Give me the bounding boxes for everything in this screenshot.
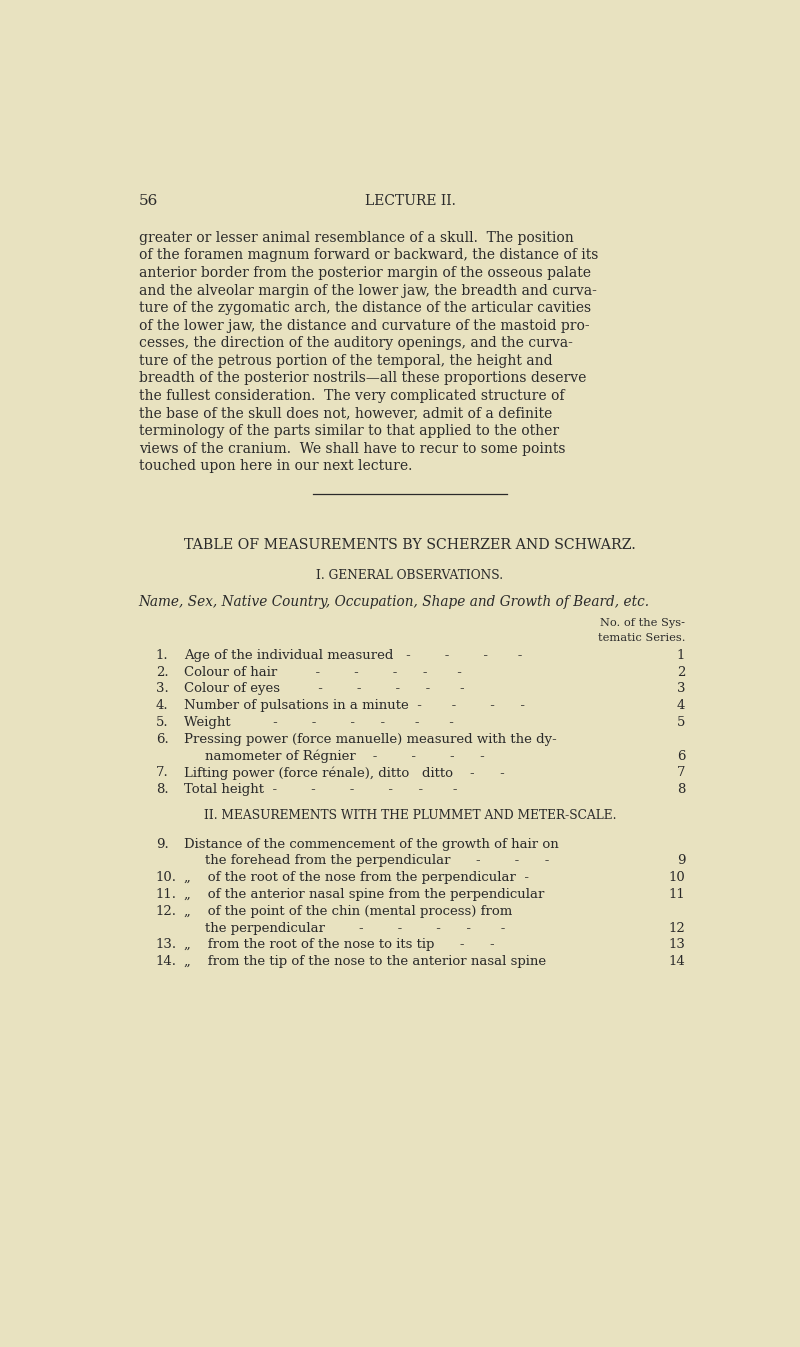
Text: TABLE OF MEASUREMENTS BY SCHERZER AND SCHWARZ.: TABLE OF MEASUREMENTS BY SCHERZER AND SC… xyxy=(184,539,636,552)
Text: anterior border from the posterior margin of the osseous palate: anterior border from the posterior margi… xyxy=(138,267,590,280)
Text: 14.: 14. xyxy=(156,955,177,968)
Text: tematic Series.: tematic Series. xyxy=(598,633,685,643)
Text: ture of the petrous portion of the temporal, the height and: ture of the petrous portion of the tempo… xyxy=(138,354,552,368)
Text: Age of the individual measured   -        -        -       -: Age of the individual measured - - - - xyxy=(184,649,522,661)
Text: „    of the point of the chin (mental process) from: „ of the point of the chin (mental proce… xyxy=(184,905,512,917)
Text: ture of the zygomatic arch, the distance of the articular cavities: ture of the zygomatic arch, the distance… xyxy=(138,302,591,315)
Text: I. GENERAL OBSERVATIONS.: I. GENERAL OBSERVATIONS. xyxy=(317,570,503,582)
Text: terminology of the parts similar to that applied to the other: terminology of the parts similar to that… xyxy=(138,424,559,438)
Text: 8: 8 xyxy=(677,783,685,796)
Text: the base of the skull does not, however, admit of a definite: the base of the skull does not, however,… xyxy=(138,407,552,420)
Text: Number of pulsations in a minute  -       -        -      -: Number of pulsations in a minute - - - - xyxy=(184,699,525,713)
Text: 6.: 6. xyxy=(156,733,169,746)
Text: Total height  -        -        -        -      -       -: Total height - - - - - - xyxy=(184,783,458,796)
Text: 56: 56 xyxy=(138,194,158,207)
Text: 4: 4 xyxy=(677,699,685,713)
Text: 7: 7 xyxy=(677,766,685,780)
Text: breadth of the posterior nostrils—all these proportions deserve: breadth of the posterior nostrils—all th… xyxy=(138,372,586,385)
Text: of the foramen magnum forward or backward, the distance of its: of the foramen magnum forward or backwar… xyxy=(138,248,598,263)
Text: Pressing power (force manuelle) measured with the dy-: Pressing power (force manuelle) measured… xyxy=(184,733,557,746)
Text: cesses, the direction of the auditory openings, and the curva-: cesses, the direction of the auditory op… xyxy=(138,337,573,350)
Text: the perpendicular        -        -        -      -       -: the perpendicular - - - - - xyxy=(205,921,505,935)
Text: 11.: 11. xyxy=(156,888,177,901)
Text: 2: 2 xyxy=(677,665,685,679)
Text: 11: 11 xyxy=(668,888,685,901)
Text: Weight          -        -        -      -       -       -: Weight - - - - - - xyxy=(184,717,454,729)
Text: touched upon here in our next lecture.: touched upon here in our next lecture. xyxy=(138,459,412,473)
Text: 4.: 4. xyxy=(156,699,169,713)
Text: views of the cranium.  We shall have to recur to some points: views of the cranium. We shall have to r… xyxy=(138,442,566,455)
Text: Colour of hair         -        -        -      -       -: Colour of hair - - - - - xyxy=(184,665,462,679)
Text: 8.: 8. xyxy=(156,783,169,796)
Text: 9: 9 xyxy=(677,854,685,867)
Text: Distance of the commencement of the growth of hair on: Distance of the commencement of the grow… xyxy=(184,838,558,850)
Text: 10.: 10. xyxy=(156,872,177,884)
Text: 12: 12 xyxy=(668,921,685,935)
Text: 13.: 13. xyxy=(156,939,177,951)
Text: „    of the root of the nose from the perpendicular  -: „ of the root of the nose from the perpe… xyxy=(184,872,529,884)
Text: 5: 5 xyxy=(677,717,685,729)
Text: 6: 6 xyxy=(677,749,685,762)
Text: the forehead from the perpendicular      -        -      -: the forehead from the perpendicular - - … xyxy=(205,854,549,867)
Text: LECTURE II.: LECTURE II. xyxy=(365,194,455,207)
Text: 12.: 12. xyxy=(156,905,177,917)
Text: „    from the root of the nose to its tip      -      -: „ from the root of the nose to its tip -… xyxy=(184,939,494,951)
Text: Name, Sex, Native Country, Occupation, Shape and Growth of Beard, etc.: Name, Sex, Native Country, Occupation, S… xyxy=(138,594,650,609)
Text: of the lower jaw, the distance and curvature of the mastoid pro-: of the lower jaw, the distance and curva… xyxy=(138,319,590,333)
Text: „    from the tip of the nose to the anterior nasal spine: „ from the tip of the nose to the anteri… xyxy=(184,955,546,968)
Text: 3: 3 xyxy=(677,683,685,695)
Text: 10: 10 xyxy=(668,872,685,884)
Text: 1.: 1. xyxy=(156,649,169,661)
Text: 13: 13 xyxy=(668,939,685,951)
Text: greater or lesser animal resemblance of a skull.  The position: greater or lesser animal resemblance of … xyxy=(138,230,574,245)
Text: 14: 14 xyxy=(668,955,685,968)
Text: namometer of Régnier    -        -        -      -: namometer of Régnier - - - - xyxy=(205,749,484,762)
Text: the fullest consideration.  The very complicated structure of: the fullest consideration. The very comp… xyxy=(138,389,564,403)
Text: Lifting power (force rénale), ditto   ditto    -      -: Lifting power (force rénale), ditto ditt… xyxy=(184,766,505,780)
Text: II. MEASUREMENTS WITH THE PLUMMET AND METER-SCALE.: II. MEASUREMENTS WITH THE PLUMMET AND ME… xyxy=(204,810,616,822)
Text: 1: 1 xyxy=(677,649,685,661)
Text: and the alveolar margin of the lower jaw, the breadth and curva-: and the alveolar margin of the lower jaw… xyxy=(138,284,597,298)
Text: 2.: 2. xyxy=(156,665,169,679)
Text: „    of the anterior nasal spine from the perpendicular: „ of the anterior nasal spine from the p… xyxy=(184,888,544,901)
Text: 3.: 3. xyxy=(156,683,169,695)
Text: No. of the Sys-: No. of the Sys- xyxy=(600,618,685,628)
Text: 5.: 5. xyxy=(156,717,169,729)
Text: 9.: 9. xyxy=(156,838,169,850)
Text: 7.: 7. xyxy=(156,766,169,780)
Text: Colour of eyes         -        -        -      -       -: Colour of eyes - - - - - xyxy=(184,683,464,695)
